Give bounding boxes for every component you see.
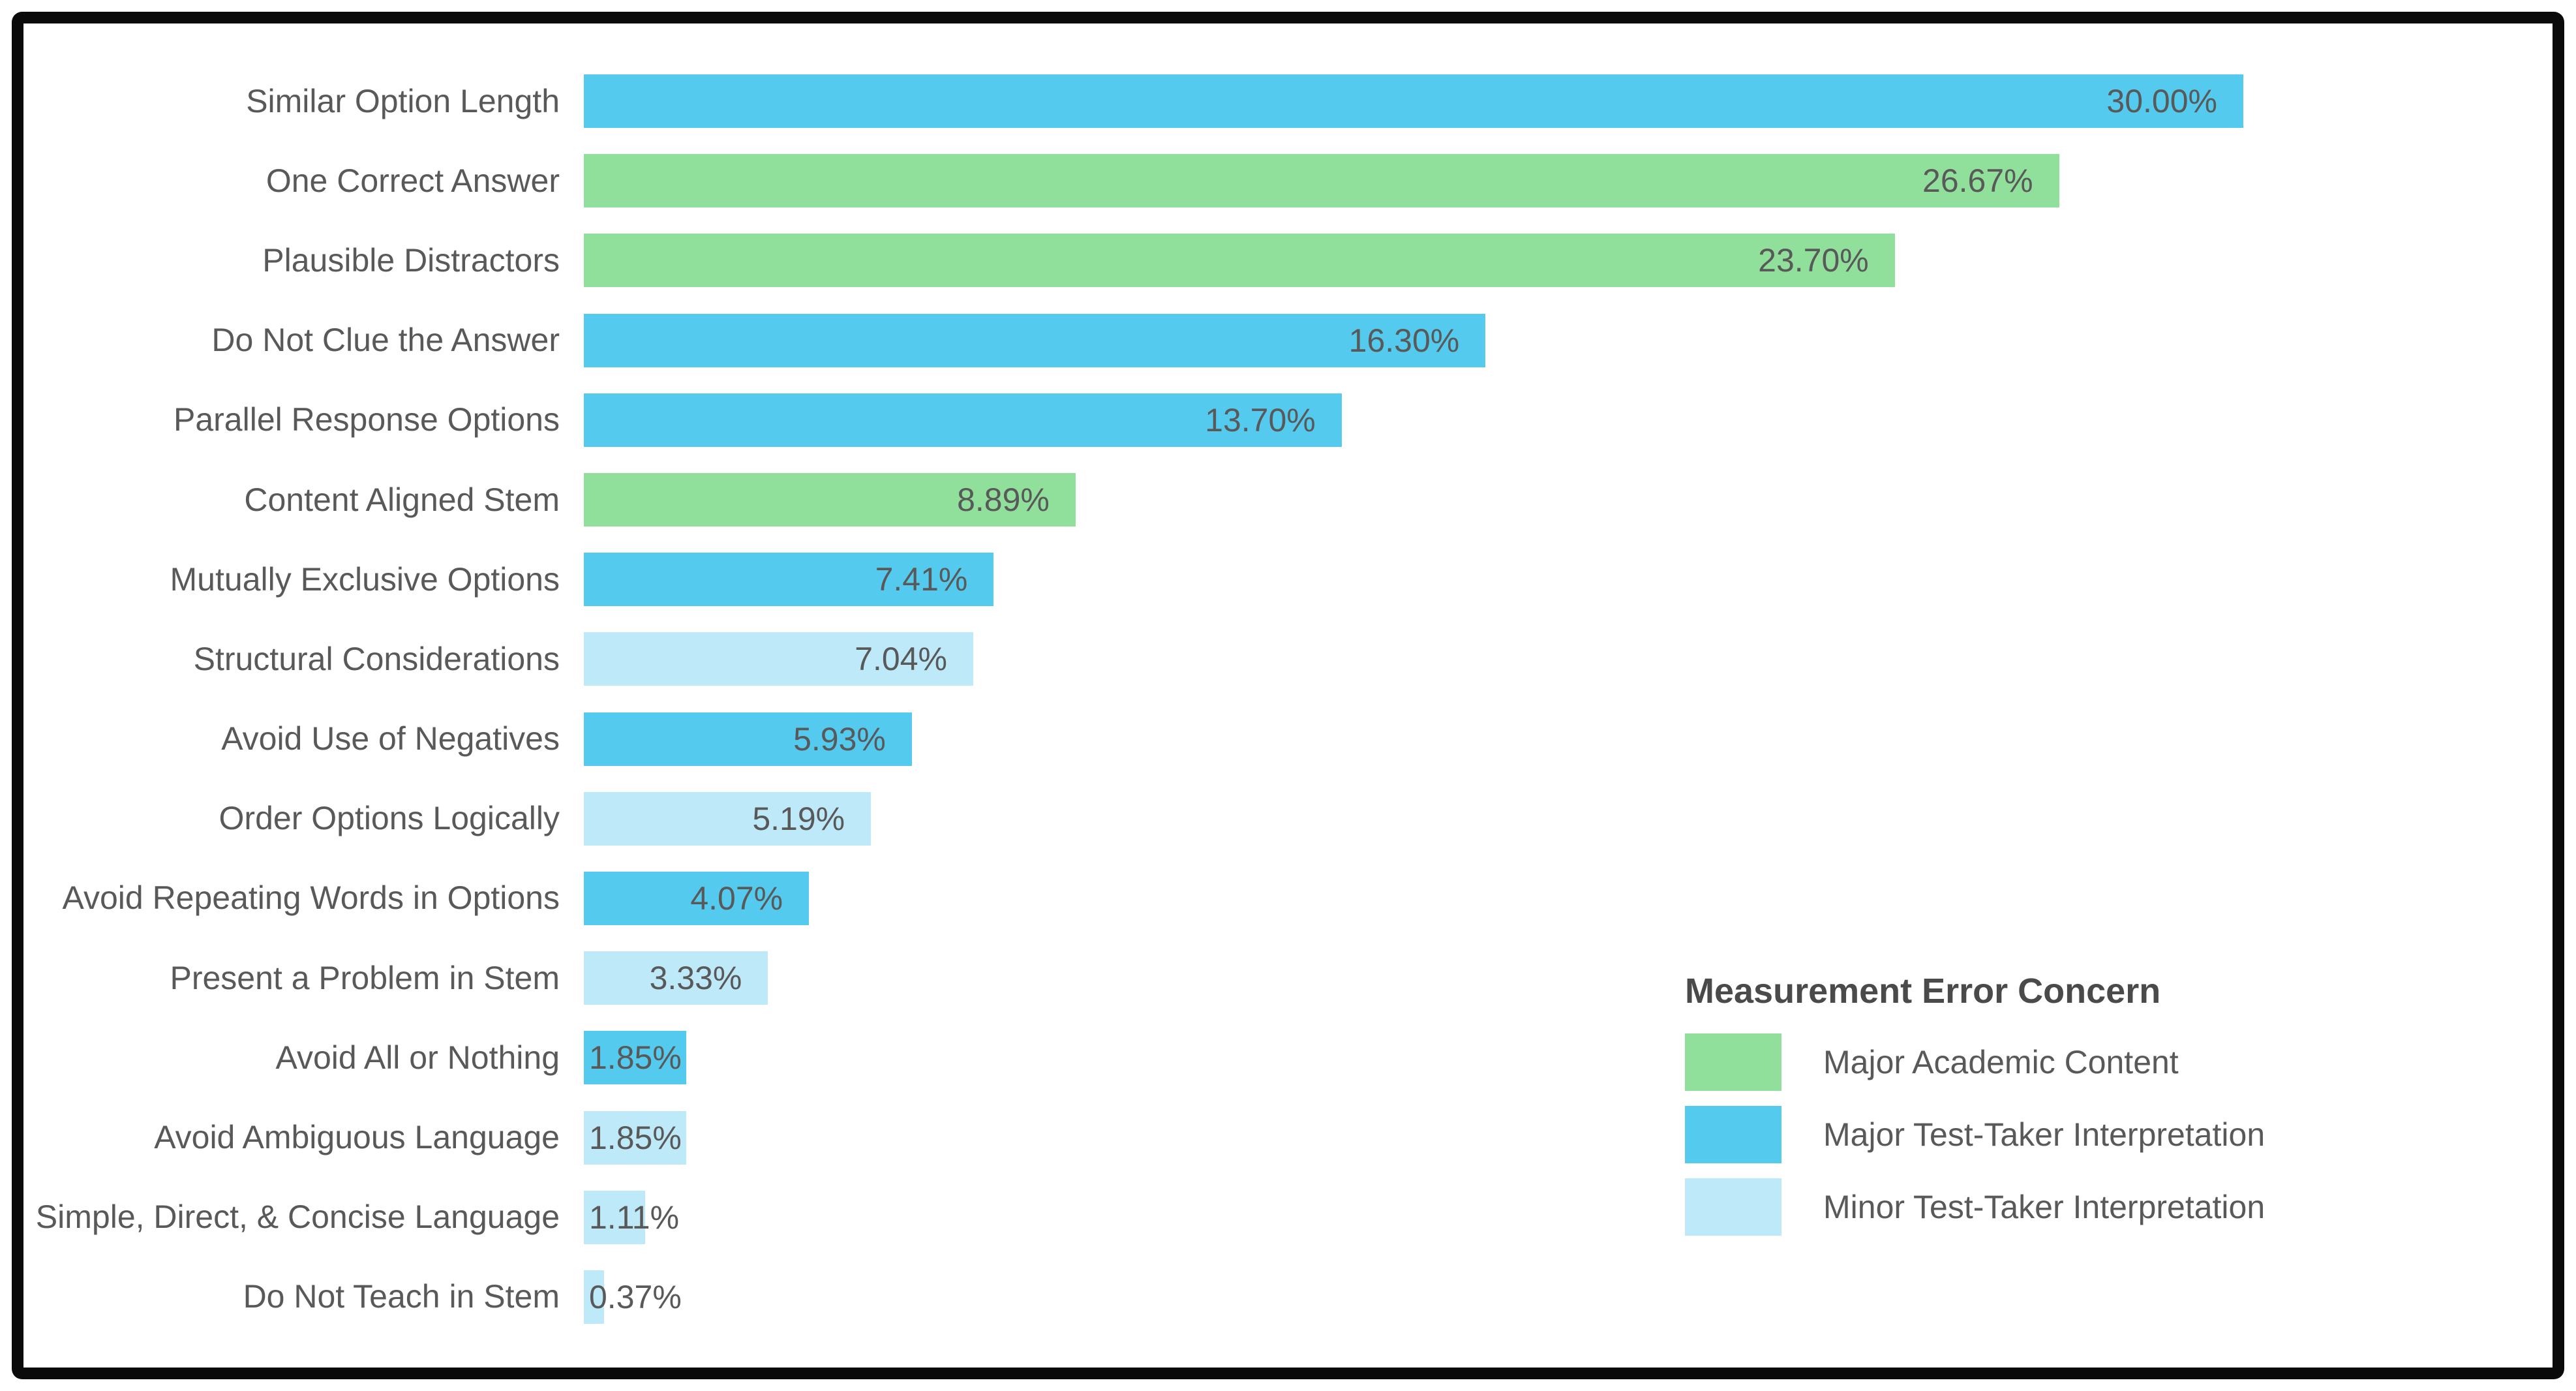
legend: Measurement Error Concern Major Academic…: [1685, 971, 2546, 1251]
chart-row: Do Not Clue the Answer 16.30%: [23, 301, 2553, 380]
chart-row: Structural Considerations 7.04%: [23, 619, 2553, 699]
chart-row: Avoid Repeating Words in Options 4.07%: [23, 859, 2553, 938]
value-label: 5.19%: [752, 800, 845, 837]
chart-row: Content Aligned Stem 8.89%: [23, 460, 2553, 540]
chart-row: Do Not Teach in Stem 0.37%: [23, 1257, 2553, 1337]
chart-row: Avoid All or Nothing 1.85%: [23, 1018, 2553, 1097]
category-label: One Correct Answer: [265, 162, 560, 199]
chart-rows: Similar Option Length 30.00% One Correct A…: [23, 61, 2553, 1337]
bar: 30.00%: [584, 74, 2243, 129]
value-label: 3.33%: [649, 960, 742, 997]
legend-item: Minor Test-Taker Interpretation: [1685, 1178, 2546, 1236]
bar-track: 7.04%: [584, 632, 2243, 686]
legend-title: Measurement Error Concern: [1685, 971, 2161, 1011]
value-label: 13.70%: [1205, 401, 1316, 438]
value-label: 0.37%: [589, 1278, 682, 1315]
bar-track: 26.67%: [584, 154, 2243, 208]
category-label: Content Aligned Stem: [244, 481, 560, 518]
bar: 13.70%: [584, 393, 1342, 447]
value-label: 7.04%: [855, 641, 947, 678]
bar: [584, 1190, 646, 1244]
bar-track: 5.93%: [584, 712, 2243, 766]
value-label: 5.93%: [793, 720, 886, 757]
chart-row: Present a Problem in Stem 3.33%: [23, 938, 2553, 1018]
value-label: 1.85%: [589, 1119, 682, 1156]
bar: 4.07%: [584, 871, 810, 925]
bar-track: 13.70%: [584, 393, 2243, 447]
bar-track: 8.89%: [584, 473, 2243, 527]
bar: 3.33%: [584, 951, 768, 1005]
chart-row: Simple, Direct, & Concise Language 1.11%: [23, 1178, 2553, 1257]
legend-swatch: [1685, 1106, 1781, 1163]
category-label: Structural Considerations: [193, 640, 560, 677]
value-label: 8.89%: [957, 482, 1050, 519]
bar: [584, 1270, 605, 1324]
bar: 16.30%: [584, 313, 1486, 367]
chart-row: Avoid Use of Negatives 5.93%: [23, 699, 2553, 779]
bar: 5.19%: [584, 791, 871, 846]
chart-row: Order Options Logically 5.19%: [23, 779, 2553, 859]
bar-track: 7.41%: [584, 553, 2243, 607]
value-label: 1.11%: [589, 1199, 680, 1236]
legend-item-label: Major Academic Content: [1823, 1044, 2179, 1080]
category-label: Avoid Use of Negatives: [221, 720, 560, 757]
chart-row: One Correct Answer 26.67%: [23, 141, 2553, 221]
category-label: Plausible Distractors: [262, 241, 560, 279]
legend-item-label: Minor Test-Taker Interpretation: [1823, 1189, 2265, 1225]
bar: [584, 1031, 686, 1085]
legend-swatch: [1685, 1033, 1781, 1091]
category-label: Avoid All or Nothing: [275, 1039, 560, 1076]
chart-frame: Similar Option Length 30.00% One Correct A…: [12, 12, 2564, 1379]
bar: 26.67%: [584, 154, 2059, 208]
category-label: Present a Problem in Stem: [170, 959, 560, 996]
bar-track: 1.11%: [584, 1190, 2243, 1244]
category-label: Parallel Response Options: [174, 401, 560, 438]
value-label: 4.07%: [690, 879, 783, 917]
bar: 5.93%: [584, 712, 912, 766]
bar-track: 30.00%: [584, 74, 2243, 129]
category-label: Simple, Direct, & Concise Language: [35, 1199, 560, 1236]
category-label: Avoid Ambiguous Language: [154, 1119, 560, 1156]
value-label: 30.00%: [2106, 83, 2217, 120]
bar-track: 4.07%: [584, 871, 2243, 925]
bar-track: 1.85%: [584, 1110, 2243, 1165]
bar-track: 0.37%: [584, 1270, 2243, 1324]
bar: [584, 1110, 686, 1165]
value-label: 7.41%: [875, 561, 968, 598]
category-label: Order Options Logically: [219, 800, 560, 837]
value-label: 23.70%: [1758, 242, 1869, 279]
bar-track: 3.33%: [584, 951, 2243, 1005]
bar-track: 16.30%: [584, 313, 2243, 367]
category-label: Do Not Teach in Stem: [243, 1278, 560, 1315]
bar: 7.41%: [584, 553, 994, 607]
bar-track: 1.85%: [584, 1031, 2243, 1085]
category-label: Similar Option Length: [246, 82, 560, 119]
value-label: 16.30%: [1348, 322, 1460, 359]
bar: 8.89%: [584, 473, 1076, 527]
legend-swatch: [1685, 1178, 1781, 1236]
legend-item-label: Major Test-Taker Interpretation: [1823, 1116, 2265, 1153]
chart-row: Similar Option Length 30.00%: [23, 61, 2553, 141]
bar-track: 5.19%: [584, 791, 2243, 846]
chart-row: Mutually Exclusive Options 7.41%: [23, 540, 2553, 619]
bar-chart: Similar Option Length 30.00% One Correct A…: [23, 23, 2553, 1368]
category-label: Do Not Clue the Answer: [211, 322, 560, 359]
legend-item: Major Academic Content: [1685, 1033, 2546, 1091]
value-label: 1.85%: [589, 1039, 682, 1077]
chart-row: Parallel Response Options 13.70%: [23, 380, 2553, 460]
value-label: 26.67%: [1922, 162, 2033, 200]
legend-item: Major Test-Taker Interpretation: [1685, 1106, 2546, 1163]
category-label: Mutually Exclusive Options: [170, 560, 560, 598]
bar-track: 23.70%: [584, 234, 2243, 288]
chart-row: Plausible Distractors 23.70%: [23, 221, 2553, 300]
category-label: Avoid Repeating Words in Options: [62, 879, 560, 917]
bar: 7.04%: [584, 632, 973, 686]
legend-items: Major Academic Content Major Test-Taker I…: [1685, 1033, 2546, 1236]
chart-row: Avoid Ambiguous Language 1.85%: [23, 1097, 2553, 1177]
bar: 23.70%: [584, 234, 1895, 288]
